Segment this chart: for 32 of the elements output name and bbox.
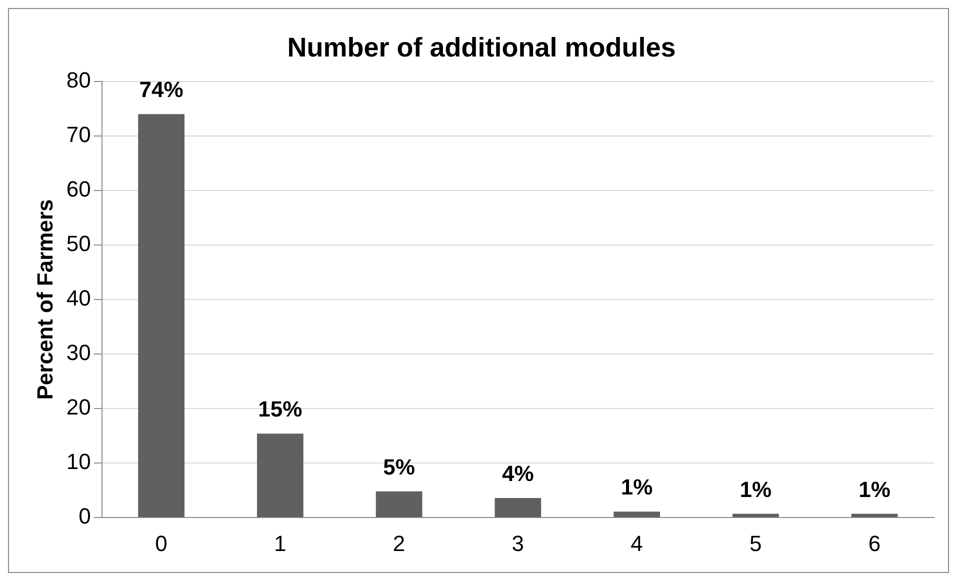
chart-title: Number of additional modules (287, 32, 676, 63)
x-tick-label: 0 (155, 530, 168, 556)
x-tick-label: 5 (750, 530, 762, 556)
bar (614, 512, 660, 518)
data-label: 15% (258, 396, 302, 422)
y-axis-title: Percent of Farmers (32, 199, 58, 400)
y-tick-label: 30 (66, 340, 91, 366)
bar (732, 514, 779, 518)
data-label: 5% (383, 454, 415, 480)
data-label: 1% (858, 476, 890, 502)
data-label: 4% (502, 461, 534, 486)
x-tick-label: 3 (512, 530, 524, 556)
x-tick-label: 2 (392, 530, 406, 556)
y-tick-label: 40 (66, 286, 91, 311)
data-label: 1% (620, 474, 653, 500)
y-tick-label: 0 (78, 504, 91, 529)
data-label: 74% (139, 77, 184, 102)
y-tick-label: 60 (66, 176, 91, 202)
x-tick-label: 6 (868, 530, 881, 556)
y-tick-label: 20 (66, 394, 91, 420)
bar (138, 114, 184, 518)
y-tick-label: 70 (66, 122, 91, 147)
y-tick-label: 80 (66, 67, 91, 92)
data-label: 1% (740, 476, 772, 502)
bar (257, 434, 304, 518)
x-tick-label: 1 (274, 530, 286, 556)
bar (851, 514, 898, 518)
bar (376, 491, 422, 518)
bar (494, 498, 542, 518)
y-tick-label: 50 (66, 231, 91, 256)
y-tick-label: 10 (66, 449, 91, 474)
x-tick-label: 4 (630, 530, 643, 556)
